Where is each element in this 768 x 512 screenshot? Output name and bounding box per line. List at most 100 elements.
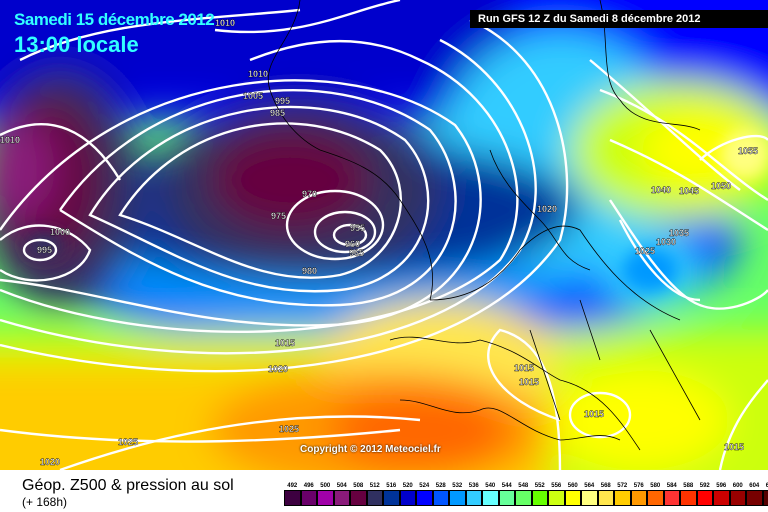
isobar-label: 1010: [215, 18, 235, 28]
scale-cell: 560: [564, 482, 581, 506]
scale-label: 492: [287, 483, 298, 489]
geopotential-field: [0, 0, 768, 470]
scale-swatch: [317, 490, 334, 506]
scale-label: 548: [518, 483, 529, 489]
isobar-label: 1015: [514, 363, 534, 373]
isobar-label: 1020: [537, 204, 557, 214]
model-run-info: Run GFS 12 Z du Samedi 8 décembre 2012: [470, 10, 768, 28]
scale-swatch: [614, 490, 631, 506]
scale-label: 532: [452, 483, 463, 489]
scale-swatch: [696, 490, 713, 506]
scale-swatch: [548, 490, 565, 506]
scale-label: 592: [699, 483, 710, 489]
scale-swatch: [581, 490, 598, 506]
scale-cell: 600: [729, 482, 746, 506]
scale-cell: 556: [548, 482, 565, 506]
isobar-label: 1025: [118, 437, 138, 447]
scale-label: 552: [534, 483, 545, 489]
scale-cell: 524: [416, 482, 433, 506]
isobar-label: 985: [270, 108, 285, 118]
scale-cell: 572: [614, 482, 631, 506]
scale-cell: 508: [350, 482, 367, 506]
scale-label: 564: [584, 483, 595, 489]
isobar-label: 965: [349, 248, 364, 258]
scale-cell: 564: [581, 482, 598, 506]
scale-swatch: [333, 490, 350, 506]
scale-cell: 552: [531, 482, 548, 506]
scale-swatch: [449, 490, 466, 506]
scale-label: 500: [320, 483, 331, 489]
isobar-label: 995: [37, 245, 52, 255]
scale-label: 512: [369, 483, 380, 489]
scale-swatch: [729, 490, 746, 506]
scale-swatch: [366, 490, 383, 506]
legend-footer: Géop. Z500 & pression au sol (+ 168h) 49…: [0, 470, 768, 512]
scale-cell: 568: [597, 482, 614, 506]
scale-label: 508: [353, 483, 364, 489]
scale-swatch: [515, 490, 532, 506]
scale-label: 516: [386, 483, 397, 489]
scale-label: 568: [600, 483, 611, 489]
scale-cell: 540: [482, 482, 499, 506]
scale-cell: 528: [432, 482, 449, 506]
scale-label: 556: [551, 483, 562, 489]
scale-label: 576: [633, 483, 644, 489]
scale-swatch: [531, 490, 548, 506]
scale-cell: 520: [399, 482, 416, 506]
isobar-label: 1055: [738, 146, 758, 156]
scale-swatch: [564, 490, 581, 506]
scale-label: 596: [716, 483, 727, 489]
scale-swatch: [762, 490, 768, 506]
forecast-date: Samedi 15 décembre 2012: [14, 10, 215, 29]
scale-swatch: [630, 490, 647, 506]
isobars: [0, 0, 768, 470]
scale-cell: 588: [680, 482, 697, 506]
scale-label: 580: [650, 483, 661, 489]
scale-label: 528: [435, 483, 446, 489]
isobar-label: 1005: [243, 91, 263, 101]
scale-cell: 500: [317, 482, 334, 506]
scale-label: 608: [765, 483, 768, 489]
scale-cell: 496: [300, 482, 317, 506]
scale-swatch: [399, 490, 416, 506]
scale-swatch: [383, 490, 400, 506]
isobar-label: 1015: [584, 409, 604, 419]
scale-swatch: [663, 490, 680, 506]
isobar-label: 1040: [651, 185, 671, 195]
scale-swatch: [498, 490, 515, 506]
scale-label: 584: [666, 483, 677, 489]
scale-label: 536: [468, 483, 479, 489]
scale-cell: 544: [498, 482, 515, 506]
scale-label: 560: [567, 483, 578, 489]
scale-label: 504: [336, 483, 347, 489]
isobar-label: 1000: [50, 227, 70, 237]
scale-swatch: [350, 490, 367, 506]
scale-cell: 516: [383, 482, 400, 506]
isobar-label: 1045: [679, 186, 699, 196]
scale-cell: 580: [647, 482, 664, 506]
scale-cell: 504: [333, 482, 350, 506]
scale-swatch: [597, 490, 614, 506]
scale-swatch: [416, 490, 433, 506]
scale-cell: 596: [713, 482, 730, 506]
scale-swatch: [713, 490, 730, 506]
scale-swatch: [432, 490, 449, 506]
scale-swatch: [482, 490, 499, 506]
scale-swatch: [284, 490, 301, 506]
scale-cell: 512: [366, 482, 383, 506]
isobar-label: 1020: [268, 364, 288, 374]
scale-label: 496: [303, 483, 314, 489]
forecast-lead-time: (+ 168h): [22, 495, 68, 509]
scale-label: 604: [749, 483, 760, 489]
scale-label: 540: [485, 483, 496, 489]
isobar-label: 1035: [669, 228, 689, 238]
forecast-time: 13:00 locale: [14, 32, 139, 57]
isobar-label: 1025: [279, 424, 299, 434]
isobar-label: 970: [302, 189, 317, 199]
scale-cell: 492: [284, 482, 301, 506]
scale-swatch: [300, 490, 317, 506]
scale-swatch: [680, 490, 697, 506]
scale-label: 520: [402, 483, 413, 489]
isobar-label: 955: [350, 223, 365, 233]
